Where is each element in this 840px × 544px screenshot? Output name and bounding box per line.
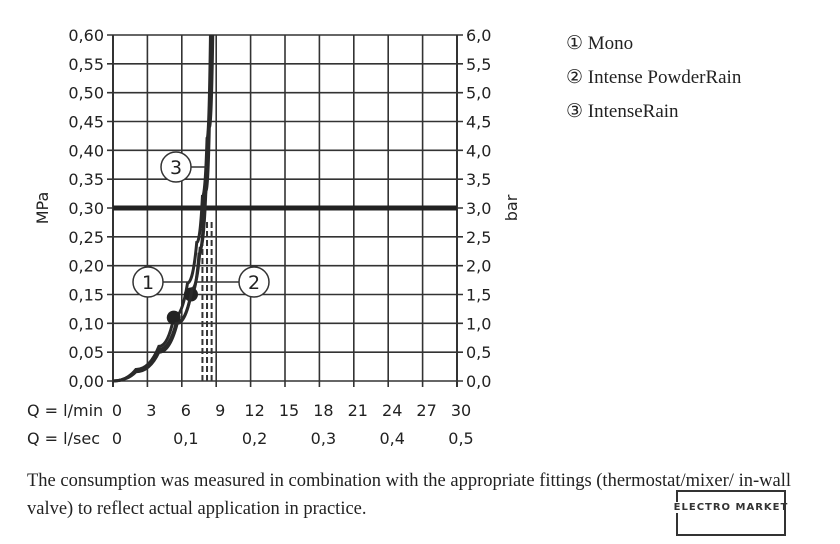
- legend-item-intenserain: ③ IntenseRain: [566, 101, 679, 122]
- marker-label-3: 3: [170, 157, 182, 179]
- marker-circle-3: [160, 151, 192, 183]
- y-tick-right: 5,5: [466, 55, 491, 74]
- x-tick-lsec: 0,1: [173, 429, 198, 448]
- y-tick-right: 3,0: [466, 199, 491, 218]
- y-tick-right: 1,5: [466, 286, 491, 305]
- x-tick-lmin: 15: [279, 401, 299, 420]
- x-tick-lmin: 0: [112, 401, 122, 420]
- y-tick-right: 6,0: [466, 26, 491, 45]
- x-tick-lmin: 30: [451, 401, 471, 420]
- y-tick-left: 0,15: [68, 286, 104, 305]
- marker-label-2: 2: [248, 272, 260, 294]
- y-tick-right: 2,0: [466, 257, 491, 276]
- y-tick-left: 0,25: [68, 228, 104, 247]
- marker-circle-2: [238, 266, 270, 298]
- y-tick-left: 0,35: [68, 170, 104, 189]
- x-axis-label-lsec: Q = l/sec: [27, 429, 100, 448]
- y-tick-right: 1,0: [466, 314, 491, 333]
- x-tick-lsec: 0,5: [448, 429, 473, 448]
- logo-watermark: ELECTRO MARKET: [666, 490, 796, 536]
- x-tick-lsec: 0,4: [379, 429, 404, 448]
- x-tick-lmin: 9: [215, 401, 225, 420]
- x-tick-lsec: 0,2: [242, 429, 267, 448]
- footnote: The consumption was measured in combinat…: [27, 471, 791, 519]
- y-tick-right: 0,5: [466, 343, 491, 362]
- y-tick-right: 3,5: [466, 170, 491, 189]
- x-tick-lmin: 6: [181, 401, 191, 420]
- x-tick-lsec: 0,3: [311, 429, 336, 448]
- y-tick-left: 0,00: [68, 372, 104, 391]
- marker-circle-1: [132, 266, 164, 298]
- x-tick-lsec: 0: [112, 429, 122, 448]
- curve-3: [112, 34, 215, 383]
- y-tick-right: 4,0: [466, 141, 491, 160]
- y-tick-left: 0,45: [68, 113, 104, 132]
- y-tick-left: 0,10: [68, 314, 104, 333]
- x-tick-lmin: 27: [416, 401, 436, 420]
- legend-item-mono: ① Mono: [566, 33, 634, 54]
- legend-item-powderrain: ② Intense PowderRain: [566, 67, 742, 88]
- y-tick-left: 0,55: [68, 55, 104, 74]
- x-axis-label-lmin: Q = l/min: [27, 401, 103, 420]
- y-tick-left: 0,05: [68, 343, 104, 362]
- curve-dot-1: [166, 310, 181, 325]
- flow-chart: 0,00 0,00,05 0,50,10 1,00,15 1,50,20 2,00,25 2…: [27, 26, 521, 448]
- y-tick-right: 0,0: [466, 372, 491, 391]
- y-tick-left: 0,30: [68, 199, 104, 218]
- y-tick-left: 0,40: [68, 141, 104, 160]
- marker-label-1: 1: [142, 272, 154, 294]
- x-tick-lmin: 24: [382, 401, 402, 420]
- y-axis-label-right: bar: [502, 194, 521, 221]
- y-tick-right: 2,5: [466, 228, 491, 247]
- x-tick-lmin: 21: [348, 401, 368, 420]
- y-axis-label-left: MPa: [33, 192, 52, 225]
- x-tick-lmin: 12: [244, 401, 264, 420]
- y-tick-left: 0,60: [68, 26, 104, 45]
- y-tick-right: 5,0: [466, 84, 491, 103]
- x-tick-lmin: 3: [146, 401, 156, 420]
- y-tick-left: 0,50: [68, 84, 104, 103]
- y-tick-left: 0,20: [68, 257, 104, 276]
- y-tick-right: 4,5: [466, 113, 491, 132]
- x-tick-lmin: 18: [313, 401, 333, 420]
